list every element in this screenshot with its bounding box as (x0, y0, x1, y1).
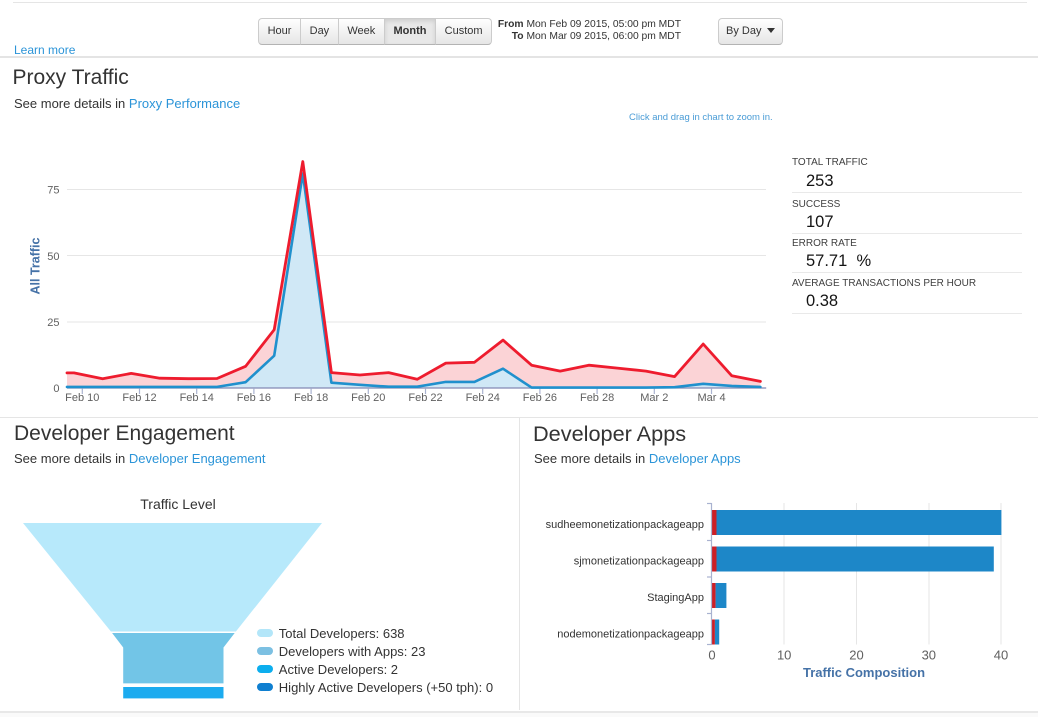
svg-text:Mar 2: Mar 2 (640, 392, 668, 404)
svg-text:sudheemonetizationpackageapp: sudheemonetizationpackageapp (546, 519, 704, 531)
svg-text:Feb 14: Feb 14 (180, 392, 214, 404)
svg-text:Feb 22: Feb 22 (408, 392, 442, 404)
svg-text:Feb 20: Feb 20 (351, 392, 385, 404)
svg-text:50: 50 (47, 251, 59, 263)
svg-text:StagingApp: StagingApp (647, 592, 704, 604)
svg-text:Mar 4: Mar 4 (697, 392, 725, 404)
svg-text:25: 25 (47, 317, 59, 329)
svg-text:30: 30 (922, 648, 936, 663)
svg-text:Feb 12: Feb 12 (122, 392, 156, 404)
svg-text:sjmonetizationpackageapp: sjmonetizationpackageapp (574, 556, 704, 568)
svg-text:Traffic Level: Traffic Level (140, 496, 215, 512)
svg-text:Feb 26: Feb 26 (523, 392, 557, 404)
svg-text:Feb 10: Feb 10 (65, 392, 99, 404)
svg-text:10: 10 (777, 648, 791, 663)
svg-text:Feb 24: Feb 24 (466, 392, 500, 404)
svg-text:Feb 16: Feb 16 (237, 392, 271, 404)
svg-text:40: 40 (994, 648, 1008, 663)
svg-text:Feb 18: Feb 18 (294, 392, 328, 404)
svg-text:Feb 28: Feb 28 (580, 392, 614, 404)
svg-text:0: 0 (53, 383, 59, 395)
svg-text:Traffic Composition: Traffic Composition (803, 665, 925, 680)
svg-text:All Traffic: All Traffic (28, 237, 42, 294)
svg-text:nodemonetizationpackageapp: nodemonetizationpackageapp (557, 629, 704, 641)
svg-text:75: 75 (47, 185, 59, 197)
svg-text:0: 0 (708, 648, 715, 663)
svg-text:20: 20 (849, 648, 863, 663)
